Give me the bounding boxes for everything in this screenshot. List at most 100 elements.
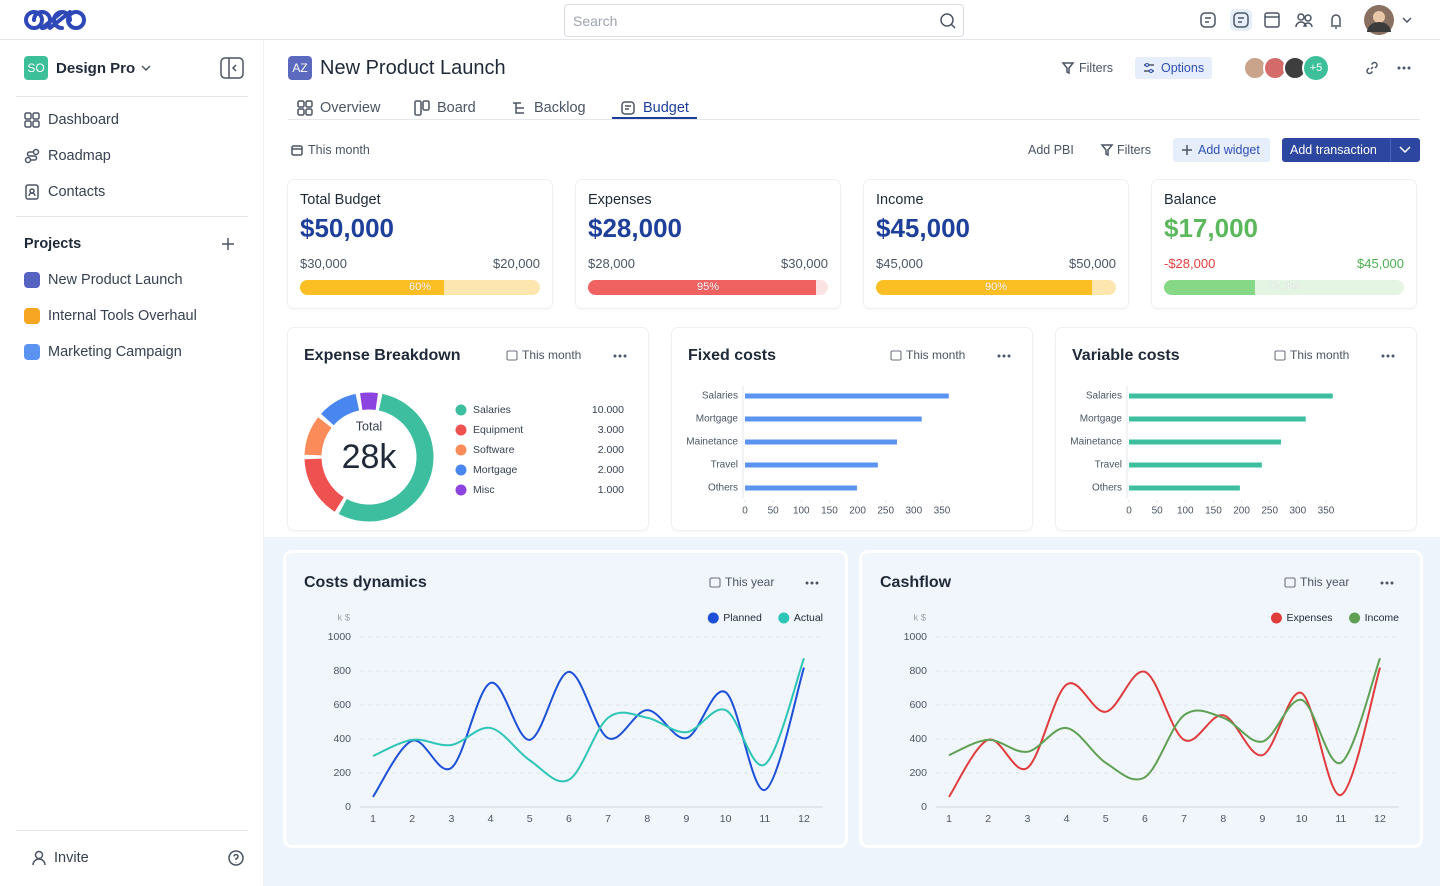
x-tick-label: 1	[370, 813, 376, 825]
invite[interactable]: Invite	[32, 846, 89, 870]
y-tick-label: 600	[333, 699, 351, 711]
calendar-icon	[1274, 350, 1286, 361]
divider	[16, 216, 248, 217]
tab[interactable]: Backlog	[511, 98, 586, 118]
add-transaction-button[interactable]: Add transaction	[1282, 138, 1420, 162]
x-tick-label: 3	[448, 813, 454, 825]
y-tick-label: 0	[345, 801, 351, 813]
workspace-chevron[interactable]	[138, 60, 154, 76]
more-members[interactable]: +5	[1304, 56, 1328, 80]
workspace-name[interactable]: Design Pro	[56, 59, 136, 77]
link-icon[interactable]	[1364, 60, 1380, 76]
legend-dot	[455, 484, 467, 496]
donut-segment	[304, 417, 332, 456]
legend-dot	[1349, 612, 1361, 624]
kpi-title: Expenses	[588, 192, 652, 208]
tab[interactable]: Board	[414, 98, 476, 118]
progress-fill	[876, 280, 1092, 295]
more-icon[interactable]	[1396, 62, 1412, 74]
user-avatar[interactable]	[1363, 4, 1419, 36]
kpi-value: $50,000	[300, 213, 394, 243]
x-tick-label: 0	[1126, 506, 1132, 517]
more-dot	[1380, 581, 1384, 585]
project-item[interactable]: New Product Launch	[24, 268, 183, 292]
tab[interactable]: Overview	[297, 98, 380, 118]
calendar-body	[890, 350, 902, 361]
x-tick-label: 300	[906, 506, 923, 517]
kpi-value: $17,000	[1164, 213, 1258, 243]
progress-label: 90%	[984, 281, 1008, 293]
x-tick-label: 10	[720, 813, 732, 825]
project-name: Marketing Campaign	[48, 344, 182, 360]
x-tick-label: 6	[566, 813, 572, 825]
category-label: Salaries	[1086, 391, 1122, 402]
filter-icon	[1061, 62, 1075, 75]
legend-label: Expenses	[1286, 612, 1332, 624]
y-axis-label: k $	[913, 613, 926, 624]
chart-period[interactable]: This month	[522, 348, 581, 362]
header-filters[interactable]: Filters	[1079, 61, 1114, 75]
project-item[interactable]: Internal Tools Overhaul	[24, 304, 197, 328]
chart-title: Expense Breakdown	[304, 347, 461, 364]
category-label: Others	[1092, 483, 1122, 494]
add-project[interactable]	[221, 237, 235, 251]
help-icon[interactable]	[228, 850, 244, 866]
more-dot	[1386, 354, 1390, 358]
tab[interactable]: Budget	[620, 98, 689, 118]
y-tick-label: 800	[909, 665, 927, 677]
period-select[interactable]: This month	[308, 143, 370, 157]
project-badge: AZ	[288, 56, 312, 80]
chart-period[interactable]: This month	[906, 348, 965, 362]
collapse-icon[interactable]	[220, 57, 244, 79]
y-tick-label: 600	[909, 699, 927, 711]
x-tick-label: 200	[1233, 506, 1250, 517]
chart: Costs dynamics This year k $ 0 200 400 600 800 1…	[304, 574, 823, 825]
nav-item[interactable]: Dashboard	[24, 108, 119, 132]
donut-segment	[321, 393, 360, 426]
nav-item[interactable]: Contacts	[24, 180, 105, 204]
project-color	[24, 308, 40, 324]
chart-period[interactable]: This year	[725, 575, 774, 589]
more-dot	[815, 581, 819, 585]
top-icons[interactable]	[1198, 8, 1348, 32]
tab-label: Overview	[320, 100, 381, 116]
more-dot	[1007, 354, 1011, 358]
add-widget-button[interactable]: Add widget	[1173, 138, 1270, 162]
progress-label: 60%	[408, 281, 432, 293]
legend-label: Misc	[473, 484, 495, 496]
donut-segment	[304, 458, 345, 512]
search-box[interactable]: Search	[564, 4, 964, 37]
kpi-right: $45,000	[1357, 256, 1404, 271]
legend-dot	[707, 612, 719, 624]
project-name: New Product Launch	[48, 272, 183, 288]
legend-label: Salaries	[473, 404, 511, 416]
logo[interactable]	[24, 6, 88, 34]
more-dot	[1381, 354, 1385, 358]
add-pbi[interactable]: Add PBI	[1028, 143, 1074, 157]
nav-item[interactable]: Roadmap	[24, 144, 111, 168]
legend-label: Equipment	[473, 424, 523, 436]
kpi-value: $28,000	[588, 213, 682, 243]
more-dot	[1002, 354, 1006, 358]
options-button[interactable]: Options	[1135, 57, 1212, 79]
chart-period[interactable]: This month	[1290, 348, 1349, 362]
y-tick-label: 1000	[904, 631, 928, 643]
legend-value: 1.000	[598, 484, 624, 496]
options-label: Options	[1161, 61, 1205, 75]
project-item[interactable]: Marketing Campaign	[24, 340, 182, 364]
calendar-icon	[709, 577, 721, 588]
progress-label: 37.8%	[1268, 281, 1300, 293]
toolbar-filters[interactable]: Filters	[1117, 143, 1152, 157]
legend-dot	[778, 612, 790, 624]
member-avatars[interactable]	[1243, 56, 1307, 80]
chart-title: Costs dynamics	[304, 574, 427, 591]
chart: Variable costs This month Salaries Mortgage…	[1070, 347, 1395, 517]
x-tick-label: 5	[527, 813, 533, 825]
progress-fill	[588, 280, 816, 295]
workspace-badge: SO	[24, 56, 48, 80]
progress-label: 95%	[696, 281, 720, 293]
y-tick-label: 400	[909, 733, 927, 745]
bar	[1129, 416, 1306, 422]
kpi-card: Income $45,000 $45,000 $50,000 90%	[864, 180, 1128, 308]
chart-period[interactable]: This year	[1300, 575, 1349, 589]
